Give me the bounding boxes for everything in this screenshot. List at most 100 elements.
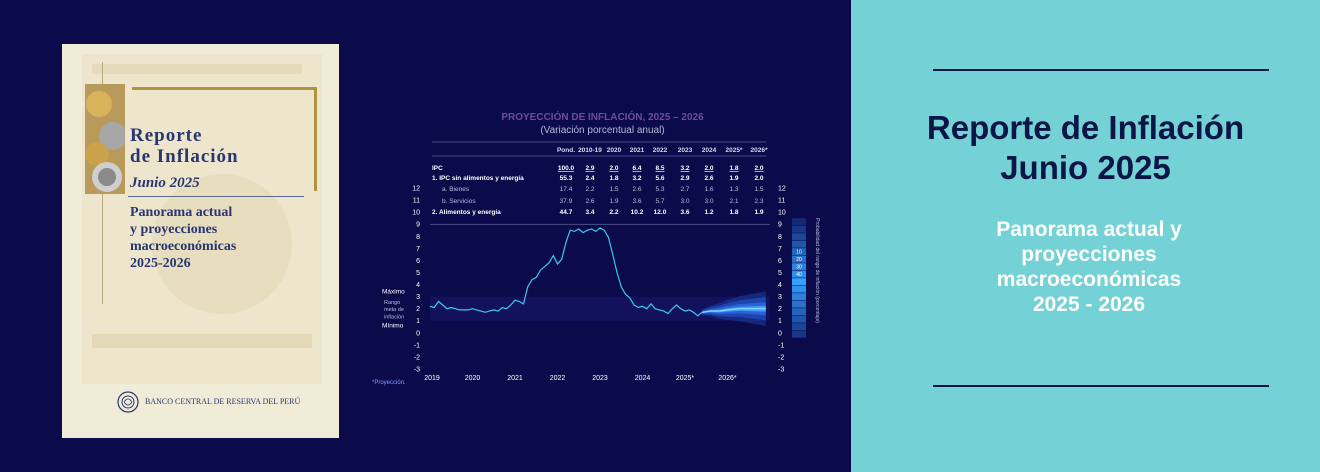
series-point bbox=[518, 301, 520, 302]
series-point bbox=[650, 303, 652, 305]
y-tick-left: -2 bbox=[414, 354, 420, 361]
series-point bbox=[574, 231, 575, 232]
table-cell: 3.6 bbox=[632, 198, 641, 205]
series-point bbox=[540, 269, 541, 271]
series-point bbox=[442, 304, 444, 306]
fan-scale-cell bbox=[792, 285, 806, 293]
table-cell: 1.3 bbox=[729, 186, 738, 193]
table-cell: 1.6 bbox=[704, 186, 713, 193]
y-tick-right: 8 bbox=[778, 234, 782, 241]
series-point bbox=[429, 305, 431, 307]
table-header: 2022 bbox=[653, 147, 668, 154]
series-point bbox=[552, 255, 554, 256]
table-cell: 2.9 bbox=[585, 165, 594, 172]
table-row-label: a. Bienes bbox=[442, 186, 470, 193]
series-point bbox=[463, 309, 465, 311]
table-cell: 1.2 bbox=[704, 209, 713, 216]
table-cell: 1.9 bbox=[609, 198, 618, 205]
series-point bbox=[523, 303, 524, 305]
table-cell: 1.9 bbox=[729, 175, 738, 182]
table-cell: 1.5 bbox=[609, 186, 618, 193]
y-tick-right: -1 bbox=[778, 342, 784, 349]
table-cell: 2.0 bbox=[704, 165, 713, 172]
series-point bbox=[455, 308, 456, 310]
series-point bbox=[710, 310, 711, 312]
table-cell: 1.8 bbox=[729, 165, 738, 172]
x-tick-label: 2024 bbox=[635, 375, 651, 382]
table-cell: 2.2 bbox=[609, 209, 618, 216]
series-point bbox=[557, 263, 558, 265]
table-cell: 3.2 bbox=[680, 165, 689, 172]
target-range-label-3: inflación bbox=[384, 314, 404, 320]
table-cell: 100.0 bbox=[558, 165, 575, 172]
series-point bbox=[642, 305, 643, 307]
fan-scale-cell bbox=[792, 248, 806, 256]
series-point bbox=[659, 309, 660, 311]
y-tick-right: 12 bbox=[778, 186, 786, 193]
series-point bbox=[510, 304, 512, 306]
chart-subtitle: (Variación porcentual anual) bbox=[540, 125, 665, 136]
table-cell: 3.2 bbox=[632, 175, 641, 182]
series-point bbox=[676, 304, 677, 306]
series-point bbox=[548, 262, 550, 264]
series-point bbox=[625, 293, 626, 295]
series-point bbox=[671, 308, 673, 310]
fan-scale-title: Probabilidad del rango de inflación (por… bbox=[814, 218, 820, 323]
series-point bbox=[446, 308, 448, 310]
series-point bbox=[493, 309, 495, 311]
series-point bbox=[599, 227, 601, 229]
table-header: 2025* bbox=[726, 147, 743, 154]
fan-scale-cell bbox=[792, 240, 806, 248]
fan-scale-cell bbox=[792, 225, 806, 233]
y-tick-left: 8 bbox=[416, 234, 420, 241]
target-range-label-1: Rango bbox=[384, 300, 400, 306]
fan-scale-cell bbox=[792, 308, 806, 316]
series-point bbox=[603, 229, 605, 231]
table-cell: 2.1 bbox=[729, 198, 738, 205]
series-point bbox=[608, 237, 609, 238]
series-point bbox=[727, 309, 728, 311]
series-point bbox=[531, 279, 533, 281]
table-cell: 3.4 bbox=[585, 209, 594, 216]
y-tick-right: 6 bbox=[778, 258, 782, 265]
y-tick-right: -3 bbox=[778, 367, 784, 374]
series-point bbox=[459, 309, 461, 311]
fan-prob-label: 30 bbox=[796, 265, 802, 271]
series-point bbox=[654, 308, 656, 310]
report-cover-image: Reporte de Inflación Junio 2025 Panorama… bbox=[62, 44, 339, 438]
table-cell: 6.4 bbox=[632, 165, 641, 172]
table-cell: 1.8 bbox=[729, 209, 738, 216]
series-point bbox=[663, 310, 665, 312]
table-cell: 2.9 bbox=[680, 175, 689, 182]
series-point bbox=[697, 315, 699, 317]
table-cell: 37.9 bbox=[560, 198, 573, 205]
table-cell: 3.0 bbox=[704, 198, 713, 205]
fan-scale-cell bbox=[792, 263, 806, 271]
series-point bbox=[489, 310, 490, 312]
banner-left-panel: Reporte de Inflación Junio 2025 Panorama… bbox=[62, 44, 820, 438]
table-header: 2020 bbox=[607, 147, 622, 154]
fan-scale-cell bbox=[792, 330, 806, 338]
y-tick-left: 6 bbox=[416, 258, 420, 265]
table-cell: 2.6 bbox=[704, 175, 713, 182]
chart-title: PROYECCIÓN DE INFLACIÓN, 2025 – 2026 bbox=[501, 112, 704, 123]
banner-title: Reporte de Inflación Junio 2025 bbox=[926, 109, 1245, 186]
table-header: Pond. bbox=[557, 147, 575, 154]
y-tick-right: 7 bbox=[778, 246, 782, 253]
series-point bbox=[527, 286, 529, 288]
fan-scale-cell bbox=[792, 293, 806, 301]
table-cell: 3.0 bbox=[680, 198, 689, 205]
fan-scale-cell bbox=[792, 315, 806, 323]
series-point bbox=[438, 301, 439, 302]
fan-scale-cell bbox=[792, 218, 806, 226]
target-max-label: Máximo bbox=[382, 289, 405, 296]
series-point bbox=[612, 254, 614, 255]
fan-scale-cell bbox=[792, 278, 806, 286]
series-point bbox=[565, 241, 567, 243]
y-tick-left: 2 bbox=[416, 306, 420, 313]
target-min-label: Mínimo bbox=[382, 323, 404, 330]
series-point bbox=[688, 309, 690, 311]
table-header: 2023 bbox=[678, 147, 693, 154]
table-cell: 5.6 bbox=[655, 175, 664, 182]
series-point bbox=[739, 308, 741, 310]
